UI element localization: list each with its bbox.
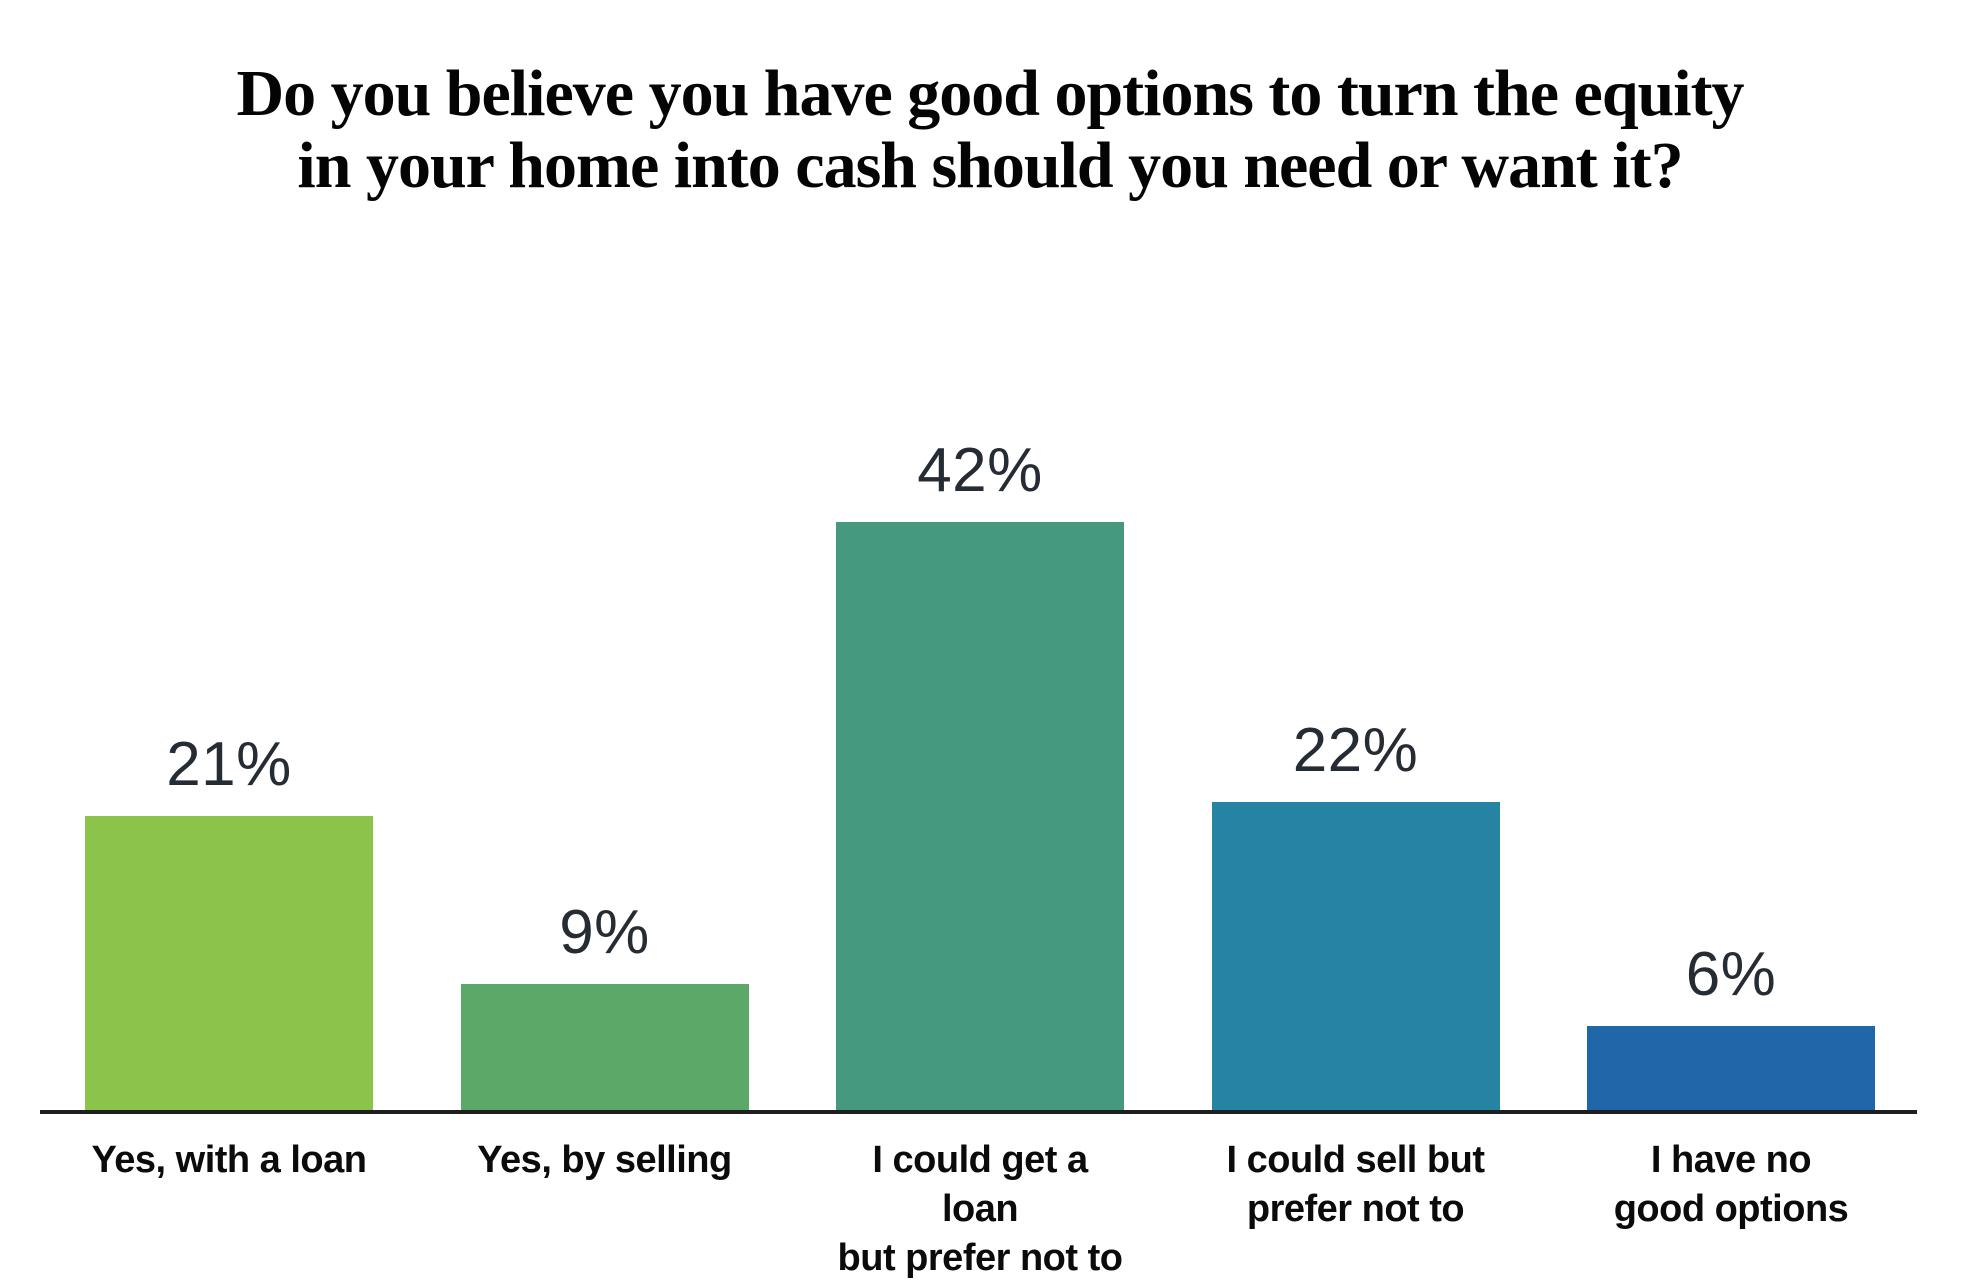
category-label-line: Yes, by selling: [477, 1139, 732, 1181]
bar-group: 42%: [836, 439, 1124, 1110]
bar-value-label: 22%: [1292, 716, 1419, 785]
bar-group: 9%: [460, 898, 749, 1110]
bar-value-label: 6%: [1685, 940, 1777, 1009]
chart-title-line-2: in your home into cash should you need o…: [297, 129, 1683, 203]
category-label-line: I could sell but: [1226, 1139, 1485, 1181]
bar-value-label: 9%: [559, 898, 650, 967]
category-label-line: but prefer not to: [837, 1237, 1123, 1279]
category-label: I have no good options: [1587, 1136, 1875, 1283]
chart-title: Do you believe you have good options to …: [0, 58, 1980, 202]
bar: [85, 816, 373, 1110]
x-axis-line: [40, 1110, 1917, 1114]
category-label-line: I could get a loan: [872, 1139, 1088, 1230]
category-label-line: Yes, with a loan: [91, 1139, 367, 1181]
bar: [1211, 802, 1500, 1110]
category-label: Yes, by selling: [461, 1136, 749, 1283]
bar: [1587, 1026, 1875, 1110]
category-label-line: good options: [1613, 1188, 1849, 1230]
category-label-line: I have no: [1650, 1139, 1812, 1181]
bar: [836, 522, 1124, 1110]
bar-group: 22%: [1211, 716, 1500, 1110]
bar-value-label: 21%: [166, 730, 292, 799]
bar-group: 6%: [1587, 943, 1875, 1110]
category-label-line: prefer not to: [1246, 1188, 1465, 1230]
category-label: I could sell but prefer not to: [1212, 1136, 1500, 1283]
chart-title-line-1: Do you believe you have good options to …: [236, 57, 1744, 131]
category-label: I could get a loan but prefer not to: [836, 1136, 1124, 1283]
bar-group: 21%: [85, 733, 373, 1110]
bars-row: 21% 9% 42% 22% 6%: [85, 0, 1875, 1110]
category-label: Yes, with a loan: [85, 1136, 373, 1283]
bar-value-label: 42%: [917, 436, 1043, 505]
category-labels-row: Yes, with a loan Yes, by selling I could g…: [85, 1136, 1875, 1283]
bar: [460, 984, 749, 1110]
